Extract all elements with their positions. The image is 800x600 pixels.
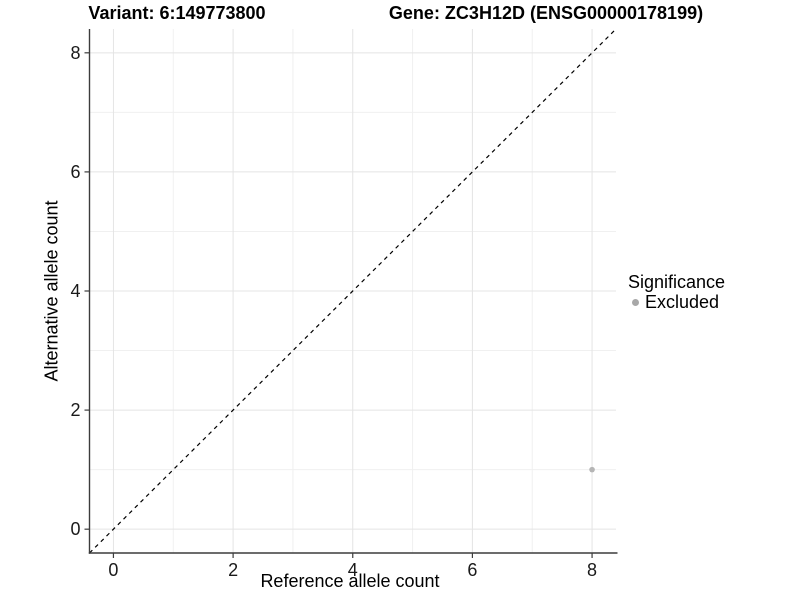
legend: Significance Excluded: [628, 272, 725, 311]
x-tick-label: 2: [228, 560, 238, 580]
y-tick-label: 6: [70, 162, 80, 182]
y-tick-label: 8: [70, 43, 80, 63]
plot-title-variant: Variant: 6:149773800: [88, 3, 266, 23]
x-axis-title: Reference allele count: [260, 571, 440, 591]
legend-item-excluded: Excluded: [628, 293, 725, 311]
y-tick-label: 0: [70, 519, 80, 539]
data-point: [589, 466, 595, 473]
x-tick-label: 6: [467, 560, 477, 580]
y-tick-label: 2: [70, 400, 80, 420]
y-axis-title: Alternative allele count: [41, 200, 62, 382]
plot-title-gene: Gene: ZC3H12D (ENSG00000178199): [388, 3, 704, 23]
y-tick-label: 4: [70, 281, 80, 301]
x-tick-label: 0: [108, 560, 118, 580]
legend-title: Significance: [628, 272, 726, 292]
identity-line: [89, 28, 617, 554]
legend-point-icon: [632, 298, 639, 306]
x-tick-label: 4: [348, 560, 358, 580]
x-tick-label: 8: [587, 560, 597, 580]
legend-item-label: Excluded: [645, 292, 720, 312]
